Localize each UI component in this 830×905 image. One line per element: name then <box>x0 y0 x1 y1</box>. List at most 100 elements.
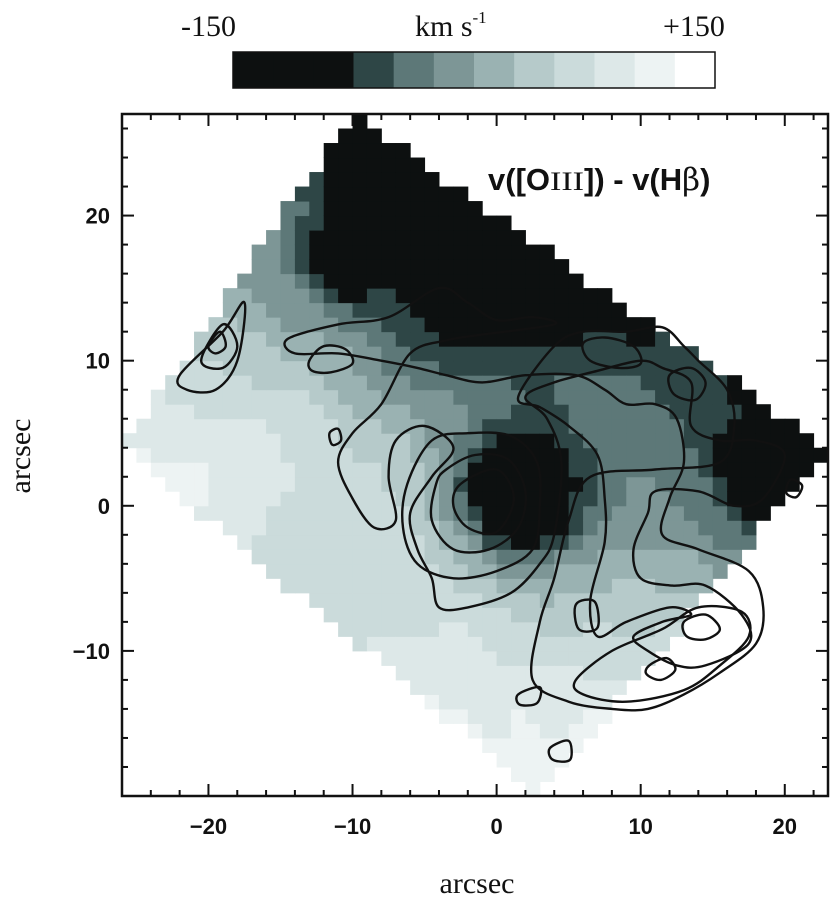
velocity-pixel <box>568 302 584 318</box>
velocity-pixel <box>496 592 512 608</box>
velocity-pixel <box>280 273 296 289</box>
velocity-pixel <box>150 433 166 449</box>
velocity-pixel <box>525 462 541 478</box>
contour-blob-h <box>547 739 573 763</box>
velocity-pixel <box>511 360 526 376</box>
velocity-pixel <box>640 476 656 492</box>
velocity-pixel <box>251 505 267 521</box>
velocity-pixel <box>352 607 368 623</box>
velocity-pixel <box>496 694 512 710</box>
x-axis-title: arcsec <box>440 867 515 900</box>
velocity-pixel <box>770 418 786 434</box>
velocity-pixel <box>251 389 267 405</box>
velocity-pixel <box>251 288 267 304</box>
velocity-pixel <box>655 592 671 608</box>
velocity-pixel <box>554 650 570 666</box>
velocity-pixel <box>309 259 325 275</box>
velocity-pixel <box>323 389 339 405</box>
velocity-pixel <box>525 433 541 449</box>
velocity-pixel <box>410 505 426 521</box>
velocity-pixel <box>366 592 382 608</box>
velocity-pixel <box>366 172 382 188</box>
velocity-pixel <box>640 563 656 579</box>
velocity-pixel <box>467 360 483 376</box>
velocity-pixel <box>309 578 325 594</box>
velocity-pixel <box>381 201 397 217</box>
velocity-pixel <box>597 331 613 347</box>
velocity-pixel <box>395 259 411 275</box>
velocity-pixel <box>438 650 454 666</box>
velocity-pixel <box>640 404 656 420</box>
velocity-pixel <box>568 346 584 362</box>
velocity-pixel <box>799 433 815 449</box>
velocity-pixel <box>266 462 281 478</box>
velocity-pixel <box>712 476 728 492</box>
velocity-pixel <box>194 476 209 492</box>
velocity-pixel <box>410 563 426 579</box>
velocity-pixel <box>597 433 613 449</box>
velocity-pixel <box>294 563 310 579</box>
velocity-pixel <box>294 534 310 550</box>
velocity-pixel <box>410 244 426 260</box>
velocity-pixel <box>294 215 310 231</box>
velocity-pixel <box>525 520 541 536</box>
velocity-pixel <box>366 302 382 318</box>
velocity-pixel <box>453 389 469 405</box>
velocity-pixel <box>366 360 382 376</box>
velocity-pixel <box>655 375 671 391</box>
velocity-pixel <box>611 418 627 434</box>
colorbar-swatch <box>674 52 716 88</box>
velocity-pixel <box>770 476 786 492</box>
velocity-pixel <box>438 186 454 202</box>
velocity-pixel <box>683 462 699 478</box>
velocity-pixel <box>395 317 411 333</box>
velocity-pixel <box>482 404 498 420</box>
velocity-pixel <box>381 549 397 565</box>
velocity-pixel <box>266 549 281 565</box>
velocity-pixel <box>266 491 281 507</box>
velocity-pixel <box>410 317 426 333</box>
velocity-pixel <box>323 244 339 260</box>
velocity-pixel <box>366 476 382 492</box>
velocity-pixel <box>453 592 469 608</box>
velocity-pixel <box>424 621 440 637</box>
contour-se-core <box>644 656 677 682</box>
velocity-pixel <box>194 491 209 507</box>
velocity-pixel <box>395 288 411 304</box>
velocity-pixel <box>280 476 296 492</box>
velocity-pixel <box>352 491 368 507</box>
velocity-pixel <box>511 737 526 753</box>
velocity-pixel <box>338 201 354 217</box>
velocity-pixel <box>453 201 469 217</box>
velocity-pixel <box>266 331 281 347</box>
velocity-pixel <box>381 389 397 405</box>
velocity-pixel <box>338 418 354 434</box>
velocity-pixel <box>554 360 570 376</box>
velocity-pixel <box>352 114 368 130</box>
velocity-pixel <box>669 563 685 579</box>
velocity-pixel <box>323 404 339 420</box>
velocity-pixel <box>611 491 627 507</box>
velocity-pixel <box>410 433 426 449</box>
velocity-pixel <box>294 273 310 289</box>
velocity-pixel <box>611 621 627 637</box>
velocity-pixel <box>424 317 440 333</box>
velocity-pixel <box>381 288 397 304</box>
x-tick-label: 20 <box>773 814 797 839</box>
velocity-pixel <box>784 433 800 449</box>
velocity-pixel <box>266 273 281 289</box>
velocity-pixel <box>525 781 541 796</box>
velocity-pixel <box>338 389 354 405</box>
velocity-pixel <box>395 462 411 478</box>
velocity-pixel <box>784 447 800 463</box>
velocity-pixel <box>669 433 685 449</box>
velocity-pixel <box>611 563 627 579</box>
velocity-pixel <box>453 244 469 260</box>
velocity-pixel <box>597 563 613 579</box>
velocity-pixel <box>294 418 310 434</box>
velocity-pixel <box>381 447 397 463</box>
velocity-pixel <box>381 273 397 289</box>
velocity-pixel <box>438 621 454 637</box>
velocity-pixel <box>251 418 267 434</box>
velocity-pixel <box>539 462 555 478</box>
